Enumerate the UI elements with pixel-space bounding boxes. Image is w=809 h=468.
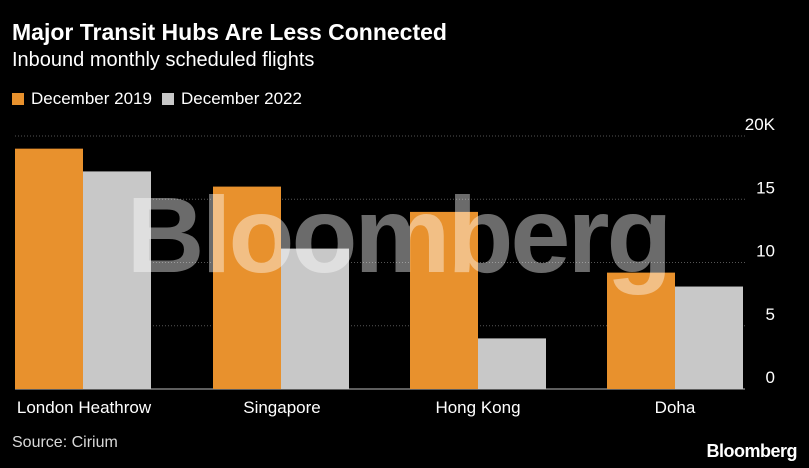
bars — [15, 148, 743, 389]
legend-item-2019: December 2019 — [12, 89, 152, 109]
bar-singapore-2019 — [213, 186, 281, 389]
bar-hong-kong-2022 — [478, 338, 546, 389]
watermark-text: Bloomberg — [126, 174, 669, 295]
legend-label-2019: December 2019 — [31, 89, 152, 108]
chart-title: Major Transit Hubs Are Less Connected — [12, 19, 447, 45]
bar-doha-2022 — [675, 286, 743, 389]
legend-item-2022: December 2022 — [161, 89, 302, 109]
watermark: Bloomberg — [126, 174, 672, 295]
legend: December 2019 December 2022 — [12, 89, 302, 109]
bar-hong-kong-2019 — [410, 211, 478, 389]
bar-london-heathrow-2022 — [83, 171, 151, 389]
chart-subtitle: Inbound monthly scheduled flights — [12, 49, 315, 71]
x-label-london-heathrow: London Heathrow — [17, 398, 152, 417]
x-axis-labels: London Heathrow Singapore Hong Kong Doha — [17, 398, 696, 417]
y-tick-label-2: 10 — [756, 242, 775, 261]
y-tick-label-0: 0 — [766, 368, 775, 387]
y-tick-label-3: 15 — [756, 178, 775, 197]
legend-swatch-2019 — [12, 93, 24, 105]
legend-swatch-2022 — [161, 93, 174, 105]
y-tick-label-4: 20K — [745, 115, 776, 134]
source-note: Source: Cirium — [12, 434, 118, 451]
y-tick-label-1: 5 — [766, 305, 775, 324]
legend-label-2022: December 2022 — [180, 89, 302, 108]
bar-doha-2019 — [607, 272, 675, 389]
y-axis-ticks: 0 5 10 15 20K — [745, 115, 776, 387]
bar-singapore-2022 — [281, 248, 349, 389]
x-label-doha: Doha — [655, 398, 696, 417]
bloomberg-logo: Bloomberg — [706, 441, 797, 461]
x-label-singapore: Singapore — [243, 398, 321, 417]
bar-london-heathrow-2019 — [15, 148, 83, 389]
x-label-hong-kong: Hong Kong — [435, 398, 520, 417]
